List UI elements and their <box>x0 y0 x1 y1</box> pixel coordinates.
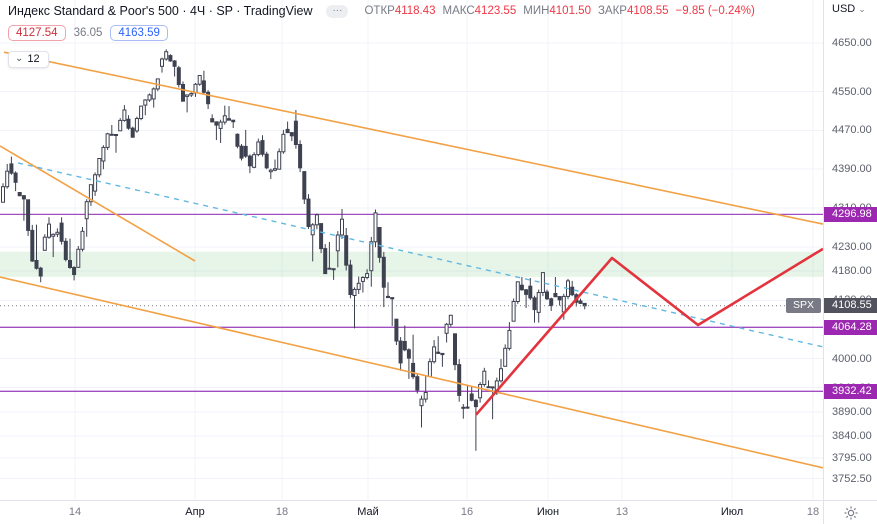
open-label: ОТКР <box>364 5 395 17</box>
time-tick-label: Июл <box>720 506 744 518</box>
currency-label: USD <box>832 3 856 15</box>
trendline-downtrend-dashed[interactable] <box>17 162 823 348</box>
open-value: 4118.43 <box>394 5 436 17</box>
chart-legend: Индекс Standard & Poor's 500 · 4Ч · SP ·… <box>8 2 755 68</box>
price-tick-label: 3890.00 <box>832 405 872 418</box>
time-tick-label: Май <box>357 506 379 518</box>
level-price-tag: 4296.98 <box>824 206 877 222</box>
time-tick-label: 14 <box>68 506 82 518</box>
time-tick-label: 16 <box>460 506 474 518</box>
symbol-title[interactable]: Индекс Standard & Poor's 500 · 4Ч · SP ·… <box>8 4 313 18</box>
close-value: 4108.55 <box>626 5 669 17</box>
trendline-lower-channel-support[interactable] <box>0 276 823 469</box>
high-value: 4123.55 <box>474 5 517 17</box>
price-tick-label: 4550.00 <box>832 85 872 98</box>
time-tick-label: 18 <box>275 506 289 518</box>
ohlc-readout: ОТКР4118.43 МАКС4123.55 МИН4101.50 ЗАКР4… <box>364 5 754 17</box>
range-diff-value: 36.05 <box>73 27 103 39</box>
price-tick-label: 4390.00 <box>832 163 872 176</box>
chevron-down-icon: ⌄ <box>15 53 24 64</box>
currency-selector[interactable]: USD ⌄ <box>824 0 877 19</box>
low-value: 4101.50 <box>549 5 591 17</box>
price-tick-label: 3752.50 <box>832 472 872 485</box>
sun-settings-icon <box>844 506 858 520</box>
axis-settings-corner[interactable] <box>823 500 877 524</box>
level-price-tag: 4064.28 <box>824 319 877 335</box>
legend-more-button[interactable]: ··· <box>326 4 349 18</box>
candlestick-plot <box>0 0 823 500</box>
time-tick-label: 13 <box>615 506 629 518</box>
time-tick-label: 18 <box>806 506 820 518</box>
chevron-down-icon: ⌄ <box>858 4 866 14</box>
price-tick-label: 4180.00 <box>832 265 872 278</box>
high-label: МАКС <box>442 5 475 17</box>
price-tick-label: 3840.00 <box>832 430 872 443</box>
price-tick-label: 4000.00 <box>832 352 872 365</box>
trendline-descending-resistance[interactable] <box>3 51 823 225</box>
low-label: МИН <box>523 5 550 17</box>
range-low-badge[interactable]: 4127.54 <box>8 25 66 41</box>
price-range-tool-readout: 4127.54 36.05 4163.59 <box>8 24 755 42</box>
symbol-price-flag: SPX <box>785 298 821 314</box>
price-axis[interactable]: USD⌄ 4650.004550.004470.004390.004310.00… <box>823 0 877 500</box>
range-high-badge[interactable]: 4163.59 <box>110 25 168 41</box>
price-tick-label: 3795.00 <box>832 452 872 465</box>
price-tick-label: 4230.00 <box>832 240 872 253</box>
price-tick-label: 4650.00 <box>832 37 872 49</box>
change-value: −9.85 (−0.24%) <box>675 5 755 17</box>
price-tick-label: 4470.00 <box>832 124 872 137</box>
collapsed-count: 12 <box>27 53 40 65</box>
last-price-tag: 4108.55 <box>824 298 877 314</box>
time-tick-label: Июн <box>536 506 560 518</box>
time-tick-label: Апр <box>185 506 205 518</box>
gridlines <box>0 0 823 500</box>
trendline-inner-downtrend[interactable] <box>0 145 196 262</box>
time-axis[interactable]: 14 Апр 18 Май 16 Июн 13 Июл 18 <box>0 500 823 524</box>
supply-zone-band <box>0 251 823 277</box>
chart-canvas[interactable]: Индекс Standard & Poor's 500 · 4Ч · SP ·… <box>0 0 823 500</box>
forecast-zigzag-line[interactable] <box>475 247 823 416</box>
level-price-tag: 3932.42 <box>824 383 877 399</box>
indicators-collapse-button[interactable]: ⌄ 12 <box>8 51 49 68</box>
close-label: ЗАКР <box>597 5 627 17</box>
